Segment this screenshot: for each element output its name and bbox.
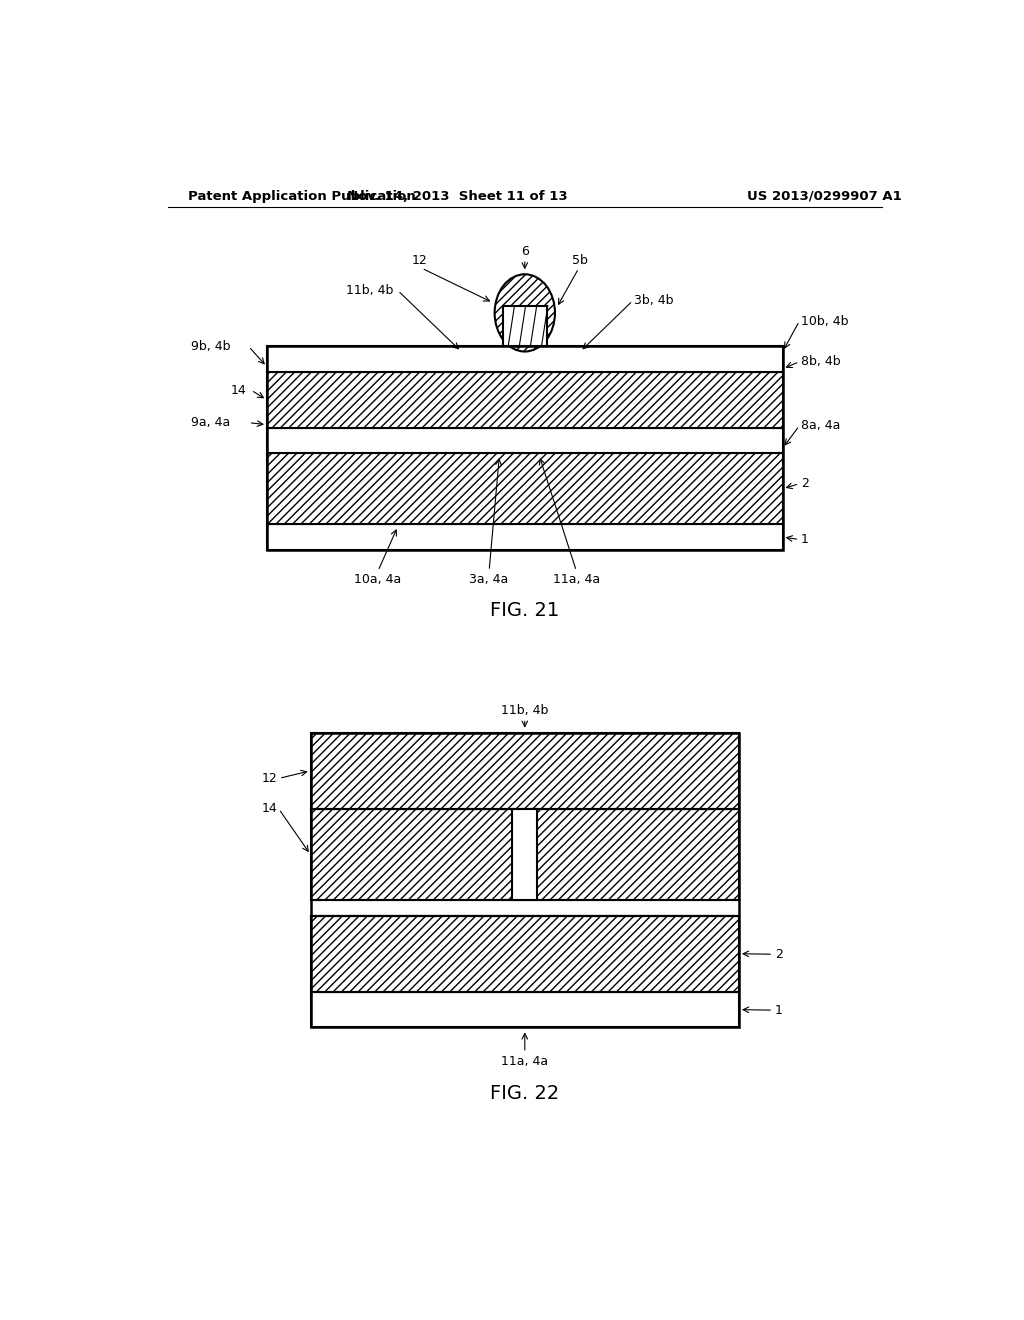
Text: 8a, 4a: 8a, 4a [801, 420, 841, 432]
Text: Nov. 14, 2013  Sheet 11 of 13: Nov. 14, 2013 Sheet 11 of 13 [347, 190, 567, 202]
Text: 1: 1 [775, 1003, 782, 1016]
Text: 2: 2 [775, 948, 782, 961]
Text: 6: 6 [521, 246, 528, 257]
Bar [310, 991, 739, 1027]
Text: 8b, 4b: 8b, 4b [801, 355, 841, 368]
Bar [267, 428, 782, 453]
Bar [310, 916, 739, 991]
Text: US 2013/0299907 A1: US 2013/0299907 A1 [748, 190, 902, 202]
Text: 10a, 4a: 10a, 4a [354, 573, 401, 586]
Text: 5b: 5b [572, 255, 589, 267]
Text: 14: 14 [261, 803, 278, 816]
Text: 12: 12 [261, 772, 278, 785]
Text: 14: 14 [231, 384, 247, 396]
Text: 1: 1 [801, 533, 809, 546]
Text: 10b, 4b: 10b, 4b [801, 314, 849, 327]
Circle shape [495, 275, 555, 351]
Bar [267, 453, 782, 524]
Bar [267, 346, 782, 549]
Text: FIG. 22: FIG. 22 [490, 1084, 559, 1104]
Text: Patent Application Publication: Patent Application Publication [187, 190, 416, 202]
Text: 11a, 4a: 11a, 4a [501, 1055, 549, 1068]
Text: 12: 12 [413, 255, 428, 267]
Bar [310, 733, 739, 1027]
Text: 11a, 4a: 11a, 4a [553, 573, 600, 586]
Text: 3a, 4a: 3a, 4a [469, 573, 509, 586]
Text: 11b, 4b: 11b, 4b [346, 284, 394, 297]
Bar [267, 346, 782, 372]
Text: FIG. 21: FIG. 21 [490, 601, 559, 620]
Text: 9a, 4a: 9a, 4a [191, 416, 230, 429]
Text: 2: 2 [801, 477, 809, 490]
Bar [310, 733, 739, 809]
Bar [267, 524, 782, 549]
Bar [267, 372, 782, 428]
Text: 11b, 4b: 11b, 4b [501, 705, 549, 718]
Bar [310, 809, 739, 900]
Bar [503, 306, 547, 346]
Text: 9b, 4b: 9b, 4b [191, 341, 231, 352]
Text: 3b, 4b: 3b, 4b [634, 294, 674, 308]
Bar [512, 809, 538, 900]
